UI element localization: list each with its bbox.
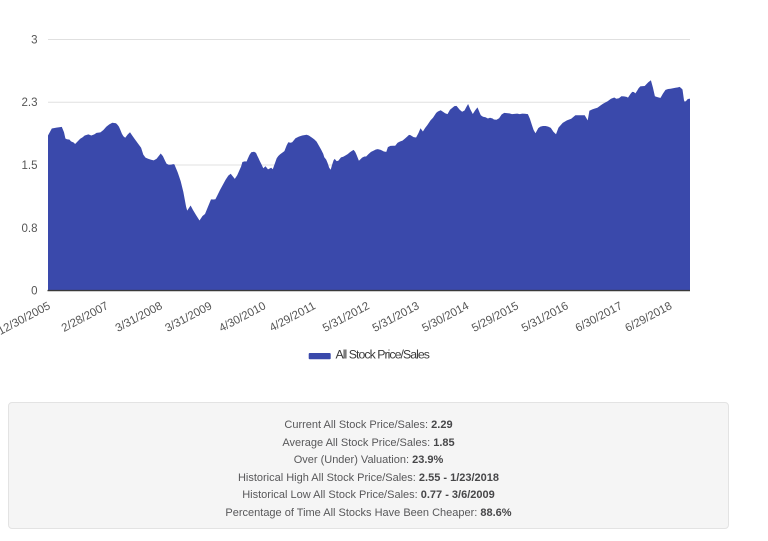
svg-text:1.5: 1.5 — [22, 160, 38, 172]
svg-text:5/30/2014: 5/30/2014 — [420, 300, 471, 335]
svg-text:6/30/2017: 6/30/2017 — [574, 300, 625, 335]
svg-text:12/30/2005: 12/30/2005 — [0, 300, 53, 338]
svg-text:4/30/2010: 4/30/2010 — [217, 300, 268, 335]
svg-text:0.8: 0.8 — [22, 223, 38, 235]
svg-text:2/28/2007: 2/28/2007 — [60, 300, 111, 335]
svg-text:2.3: 2.3 — [22, 97, 38, 109]
svg-text:4/29/2011: 4/29/2011 — [268, 300, 318, 334]
svg-text:5/29/2015: 5/29/2015 — [470, 300, 521, 335]
svg-text:5/31/2013: 5/31/2013 — [371, 300, 422, 335]
svg-text:3/31/2009: 3/31/2009 — [163, 300, 214, 335]
svg-text:All Stock Price/Sales: All Stock Price/Sales — [336, 348, 430, 362]
svg-text:5/31/2012: 5/31/2012 — [321, 300, 372, 335]
svg-text:5/31/2016: 5/31/2016 — [520, 300, 571, 335]
svg-text:0: 0 — [31, 286, 37, 298]
svg-text:6/29/2018: 6/29/2018 — [623, 300, 674, 335]
svg-text:3/31/2008: 3/31/2008 — [114, 300, 165, 335]
svg-text:3: 3 — [31, 35, 37, 47]
